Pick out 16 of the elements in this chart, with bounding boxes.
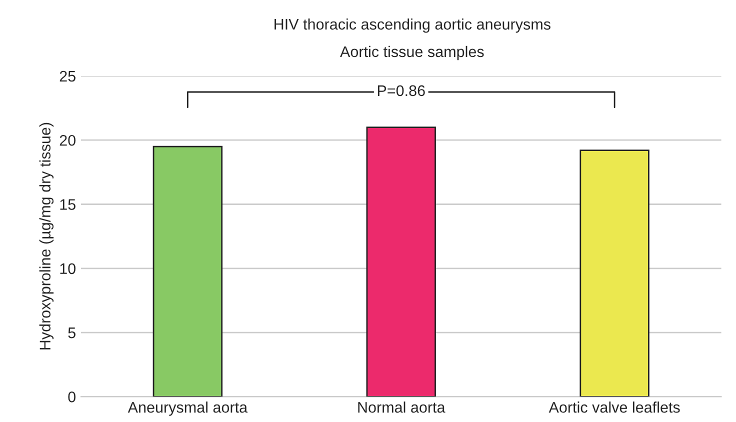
y-axis-title: Hydroxyproline (µg/mg dry tissue): [39, 122, 54, 350]
y-tick-label: 5: [68, 328, 76, 338]
bar: [152, 146, 223, 397]
chart-title: HIV thoracic ascending aortic aneurysms: [274, 18, 550, 33]
bar: [366, 126, 436, 397]
x-tick-label: Aneurysmal aorta: [128, 402, 248, 416]
bar: [580, 150, 650, 397]
x-tick-label: Normal aorta: [358, 402, 446, 413]
y-tick-label: 0: [68, 392, 76, 402]
chart-subtitle: Aortic tissue samples: [340, 46, 484, 60]
y-tick-label: 25: [60, 70, 76, 82]
y-tick-label: 20: [60, 134, 76, 146]
y-tick-label: 15: [60, 199, 76, 210]
y-tick-label: 10: [60, 263, 76, 274]
annotation: P=0.86: [378, 85, 425, 96]
x-tick-label: Aortic valve leaflets: [548, 402, 680, 413]
